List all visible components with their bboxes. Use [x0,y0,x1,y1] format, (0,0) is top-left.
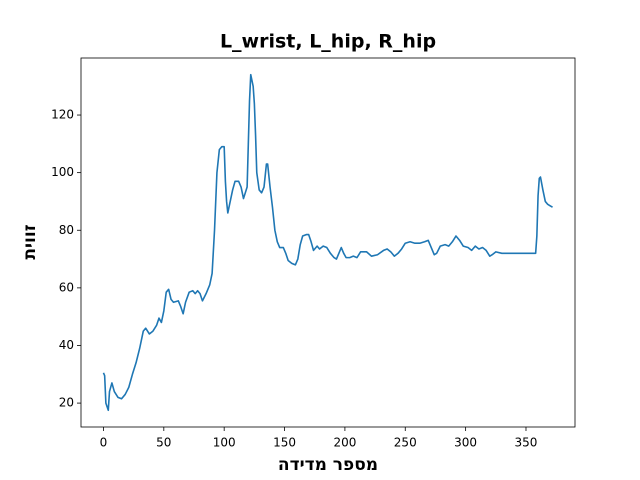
y-tick-label: 120 [51,108,74,122]
y-tick-label: 20 [59,396,74,410]
data-line [102,73,553,412]
y-tick-label: 40 [59,338,74,352]
x-tick-label: 100 [213,436,236,450]
x-axis-label: מספר מדידה [278,455,378,475]
x-tick-label: 150 [273,436,296,450]
axes-frame [80,57,576,428]
y-tick-label: 60 [59,280,74,294]
y-tick-label: 100 [51,165,74,179]
x-tick-label: 50 [156,436,171,450]
x-tick-label: 300 [454,436,477,450]
x-tick-label: 250 [394,436,417,450]
chart-title: L_wrist, L_hip, R_hip [220,31,436,53]
x-tick-label: 0 [100,436,108,450]
y-axis-label: זווית [20,224,40,259]
x-tick-label: 200 [333,436,356,450]
y-tick-label: 80 [59,223,74,237]
x-tick-label: 350 [515,436,538,450]
